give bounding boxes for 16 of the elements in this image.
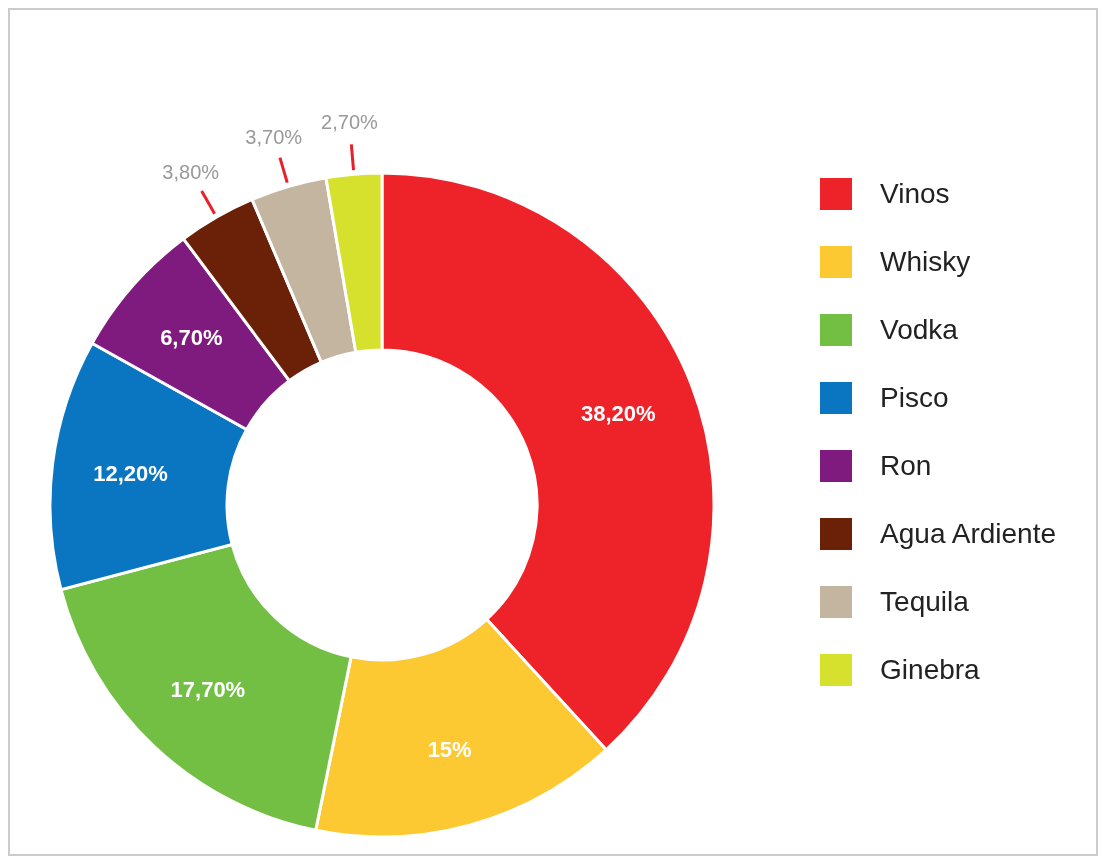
data-label: 3,70% [245, 125, 303, 148]
data-label: 12,20% [93, 460, 168, 486]
legend-label: Ron [880, 450, 932, 482]
data-label: 6,70% [160, 325, 223, 351]
data-label: 2,70% [321, 111, 379, 134]
legend-label: Tequila [880, 586, 969, 618]
legend-label: Vinos [880, 178, 950, 210]
data-label: 15% [427, 736, 472, 762]
data-label: 38,20% [580, 400, 656, 426]
legend-label: Pisco [880, 382, 949, 414]
legend-label: Agua Ardiente [880, 518, 1056, 550]
legend-label: Vodka [880, 314, 958, 346]
legend-label: Whisky [880, 246, 971, 278]
data-label: 3,80% [162, 161, 220, 184]
data-label: 17,70% [170, 676, 246, 702]
legend-label: Ginebra [880, 654, 980, 686]
